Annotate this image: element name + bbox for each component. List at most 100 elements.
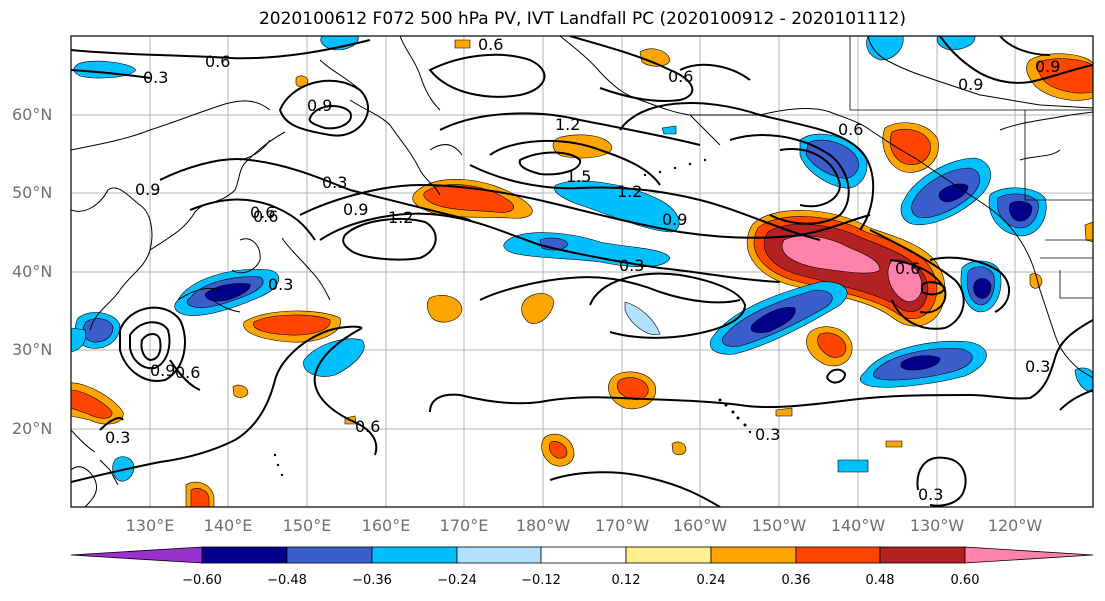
contour-label: 0.6 (253, 207, 278, 226)
pv-positive-anomaly (190, 488, 210, 507)
contour-label: 0.3 (619, 256, 644, 275)
islands (273, 158, 752, 477)
contour-label: 0.9 (662, 210, 687, 229)
contour-label: 0.9 (150, 361, 175, 380)
pv-negative-anomaly (837, 459, 869, 473)
contour-label: 0.3 (105, 428, 130, 447)
pv-positive-anomaly (426, 295, 463, 323)
colorbar-tick: −0.24 (437, 573, 477, 588)
lon-label: 150°W (751, 516, 807, 535)
pv-positive-anomaly (781, 235, 881, 274)
lat-label: 20°N (12, 419, 53, 438)
lat-label: 50°N (12, 183, 53, 202)
lon-label: 120°W (987, 516, 1043, 535)
contour-label: 0.3 (918, 485, 943, 504)
colorbar-tick: −0.36 (352, 573, 392, 588)
pv-positive-anomaly (885, 440, 903, 448)
map-grid (71, 36, 1093, 507)
ivt-contours (71, 36, 1093, 507)
contour-label: 0.6 (205, 52, 230, 71)
colorbar-segment (795, 546, 881, 564)
pv-positive-anomaly (1084, 221, 1093, 243)
pv-positive-anomaly (817, 332, 847, 358)
colorbar-segment (371, 546, 458, 564)
pv-positive-anomaly (887, 259, 923, 302)
lon-label: 180°W (515, 516, 571, 535)
pv-negative-anomaly (900, 355, 941, 371)
contour-label: 0.6 (838, 120, 863, 139)
pv-negative-anomaly (866, 36, 904, 61)
lat-label: 30°N (12, 340, 53, 359)
pv-positive-anomaly (671, 441, 687, 456)
political-borders (849, 36, 1093, 299)
pv-positive-anomaly (775, 407, 793, 417)
contour-label: 0.6 (355, 417, 380, 436)
pv-negative-anomaly (750, 307, 796, 334)
pv-positive-anomaly (295, 75, 309, 88)
colorbar-segment (964, 546, 1094, 564)
lon-label: 170°E (439, 516, 489, 535)
map-frame (70, 35, 1094, 508)
colorbar-segment (710, 546, 797, 564)
contour-label: 0.9 (1035, 57, 1060, 76)
pv-positive-anomaly (1037, 58, 1093, 94)
lon-label: 160°E (361, 516, 411, 535)
colorbar-tick: 0.36 (781, 573, 811, 588)
pv-positive-anomaly (454, 39, 471, 49)
contour-label: 0.6 (175, 363, 200, 382)
pv-positive-anomaly (232, 384, 249, 398)
lat-label: 60°N (12, 105, 53, 124)
contour-label: 0.3 (322, 173, 347, 192)
contour-label: 0.3 (268, 275, 293, 294)
pv-negative-anomaly (554, 180, 680, 233)
colorbar-tick: 0.60 (950, 573, 980, 588)
pv-negative-anomaly (936, 36, 976, 51)
colorbar-tick: −0.12 (521, 573, 561, 588)
contour-label: 0.9 (343, 200, 368, 219)
lon-label: 140°W (830, 516, 886, 535)
pv-negative-anomaly (661, 125, 677, 135)
colorbar-segment (879, 546, 966, 564)
pv-negative-anomaly (1009, 201, 1033, 222)
colorbar-segment (456, 546, 542, 564)
pv-positive-anomaly (549, 441, 568, 459)
lon-label: 130°E (125, 516, 175, 535)
colorbar-tick: −0.48 (267, 573, 307, 588)
pv-positive-anomaly (639, 48, 671, 67)
pv-negative-anomaly (973, 278, 992, 299)
contour-label: 0.6 (478, 35, 503, 54)
contour-label: 1.2 (555, 115, 580, 134)
colorbar-segment (286, 546, 373, 564)
pv-positive-anomaly (253, 314, 331, 336)
pv-positive-anomaly (552, 134, 613, 159)
lon-label: 150°E (282, 516, 332, 535)
colorbar-segment (70, 546, 203, 564)
lat-label: 40°N (12, 262, 53, 281)
contour-label: 0.6 (895, 259, 920, 278)
contour-label: 0.9 (958, 75, 983, 94)
pv-positive-anomaly (71, 389, 113, 419)
contour-label: 0.6 (250, 203, 275, 222)
pv-negative-anomaly (320, 36, 359, 51)
contour-label: 1.5 (566, 167, 591, 186)
contour-label: 1.2 (388, 208, 413, 227)
contour-label: 1.2 (617, 182, 642, 201)
lon-label: 130°W (909, 516, 965, 535)
lon-label: 160°W (672, 516, 728, 535)
colorbar-tick: 0.48 (865, 573, 895, 588)
contour-label: 0.9 (135, 180, 160, 199)
colorbar-segment (625, 546, 712, 564)
colorbar-tick: 0.24 (696, 573, 726, 588)
contour-label: 0.3 (755, 425, 780, 444)
pv-negative-anomaly (624, 301, 661, 335)
lon-label: 140°E (203, 516, 253, 535)
pv-negative-anomaly (1074, 367, 1093, 393)
colorbar-tick: 0.12 (611, 573, 641, 588)
contour-label-layer: 0.6 0.3 0.9 0.6 0.6 0.9 1.2 1.5 1.2 0.9 … (105, 35, 1060, 504)
contour-label: 0.3 (1025, 357, 1050, 376)
chart-title: 2020100612 F072 500 hPa PV, IVT Landfall… (258, 9, 906, 29)
lon-label: 170°W (594, 516, 650, 535)
colorbar-segment (201, 546, 288, 564)
contour-label: 0.3 (143, 68, 168, 87)
